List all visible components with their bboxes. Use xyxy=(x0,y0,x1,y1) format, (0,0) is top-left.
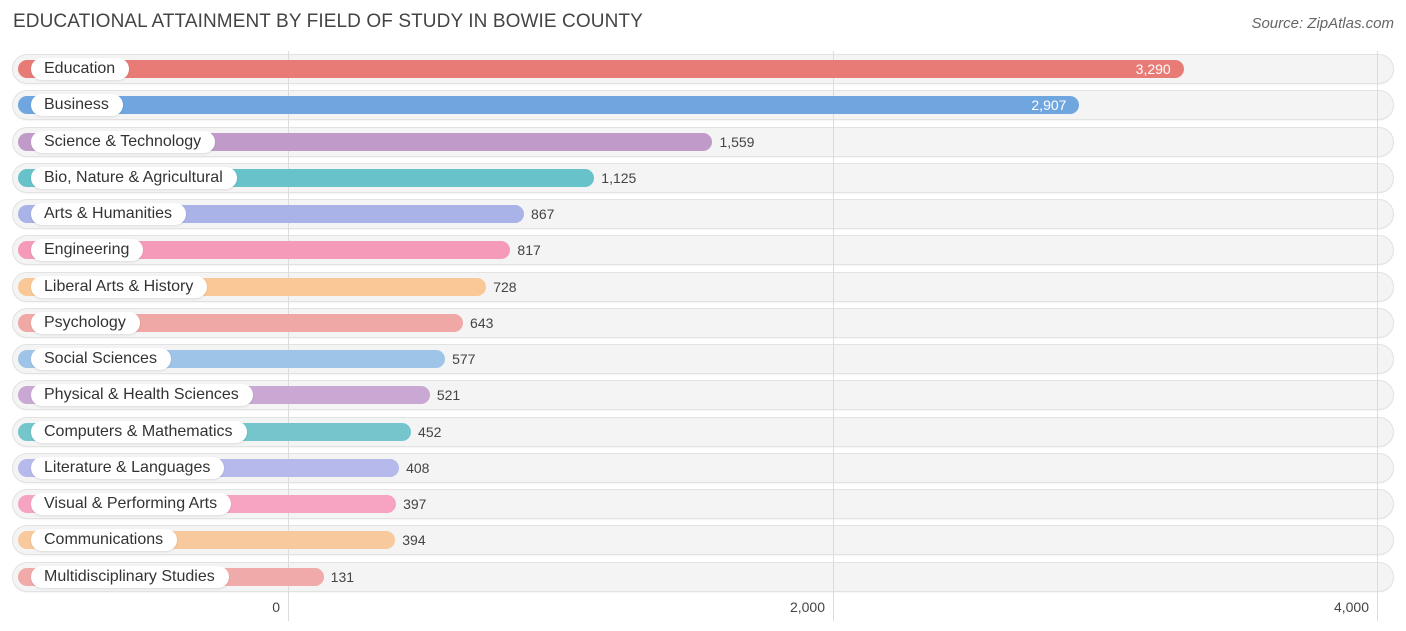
value-label: 867 xyxy=(531,206,555,222)
value-label: 3,290 xyxy=(1135,61,1171,77)
value-label: 521 xyxy=(436,387,461,404)
chart-source: Source: ZipAtlas.com xyxy=(1251,15,1394,32)
gridline xyxy=(833,51,834,621)
category-label: Science & Technology xyxy=(31,130,216,153)
category-label: Multidisciplinary Studies xyxy=(31,565,229,588)
category-label: Visual & Performing Arts xyxy=(31,493,232,515)
value-label: 2,907 xyxy=(1031,97,1067,114)
category-label: Bio, Nature & Agricultural xyxy=(31,166,237,189)
value-label: 394 xyxy=(402,532,426,549)
value-label: 643 xyxy=(470,314,494,331)
category-label: Business xyxy=(31,94,123,117)
bar xyxy=(18,60,1184,78)
value-label: 452 xyxy=(418,423,442,440)
chart-title: EDUCATIONAL ATTAINMENT BY FIELD OF STUDY… xyxy=(13,11,643,32)
value-label: 408 xyxy=(406,459,430,476)
value-label: 131 xyxy=(330,568,355,585)
category-label: Communications xyxy=(31,529,178,552)
gridline xyxy=(288,51,289,621)
category-label: Engineering xyxy=(31,239,144,262)
value-label: 1,559 xyxy=(719,133,755,150)
value-label: 817 xyxy=(517,242,541,259)
bar xyxy=(18,96,1080,115)
category-label: Physical & Health Sciences xyxy=(31,384,253,407)
x-tick-label: 2,000 xyxy=(789,599,825,615)
category-label: Computers & Mathematics xyxy=(31,420,247,443)
value-label: 1,125 xyxy=(601,169,637,186)
category-label: Social Sciences xyxy=(31,348,171,370)
value-label: 728 xyxy=(493,278,517,295)
x-tick-label: 0 xyxy=(272,599,280,615)
gridline xyxy=(1377,51,1378,621)
category-label: Liberal Arts & History xyxy=(31,275,208,298)
category-label: Arts & Humanities xyxy=(31,203,187,225)
category-label: Education xyxy=(31,58,130,80)
category-label: Literature & Languages xyxy=(31,456,225,479)
x-tick-label: 4,000 xyxy=(1333,599,1369,615)
category-label: Psychology xyxy=(31,311,140,334)
value-label: 397 xyxy=(403,496,427,512)
value-label: 577 xyxy=(452,351,476,367)
